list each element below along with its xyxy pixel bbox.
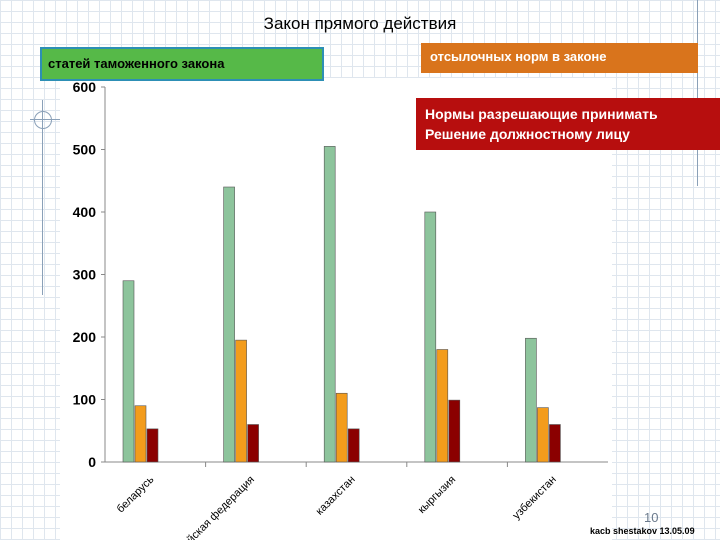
decor-line-left — [42, 100, 43, 295]
y-tick-label: 0 — [88, 454, 96, 470]
chart-title: Закон прямого действия — [263, 14, 457, 33]
legend-label-red-line2: Решение должностному лицу — [425, 126, 630, 142]
bar-green — [525, 337, 537, 463]
y-tick-label: 600 — [73, 79, 97, 95]
legend-label-orange: отсылочных норм в законе — [430, 49, 607, 64]
x-category-label: кыргызия — [416, 474, 458, 516]
legend-item-green: статей таможенного закона — [40, 47, 324, 81]
decor-circle — [34, 111, 52, 129]
y-tick-label: 500 — [73, 142, 97, 158]
bar-orange — [335, 392, 348, 463]
bar-orange — [235, 339, 247, 463]
bar-orange — [134, 405, 147, 463]
bar-red — [549, 424, 561, 463]
legend-item-orange: отсылочных норм в законе — [421, 43, 698, 73]
legend-label-red-line1: Нормы разрешающие принимать — [425, 106, 658, 122]
y-tick-label: 200 — [73, 329, 97, 345]
footer-credit: kacb shestakov 13.05.09 — [590, 526, 695, 536]
legend-item-red: Нормы разрешающие принимать Решение долж… — [416, 98, 720, 150]
bar-red — [247, 424, 259, 463]
legend-label-green: статей таможенного закона — [48, 56, 225, 71]
y-tick-label: 100 — [73, 392, 97, 408]
bar-green — [223, 186, 235, 463]
y-tick-label: 300 — [73, 267, 97, 283]
y-tick-label: 400 — [73, 204, 97, 220]
page-number: 10 — [644, 510, 659, 525]
x-category-label: узбекистан — [511, 474, 559, 522]
decor-line-right — [697, 0, 698, 186]
chart-area: 0 100 200 300 400 500 600 беларусь российская фе… — [60, 78, 612, 540]
bar-green — [424, 211, 437, 463]
bar-green — [323, 146, 336, 463]
bar-green — [122, 280, 135, 463]
bar-orange — [436, 349, 449, 463]
bar-red — [448, 399, 461, 463]
bar-red — [146, 428, 159, 463]
x-category-label: беларусь — [115, 473, 157, 515]
x-category-label: казахстан — [314, 474, 358, 518]
bar-orange — [537, 407, 549, 463]
bar-red — [347, 428, 360, 463]
bar-chart: 0 100 200 300 400 500 600 беларусь российская фе… — [73, 79, 608, 540]
x-category-label: российская федерация — [164, 474, 257, 540]
